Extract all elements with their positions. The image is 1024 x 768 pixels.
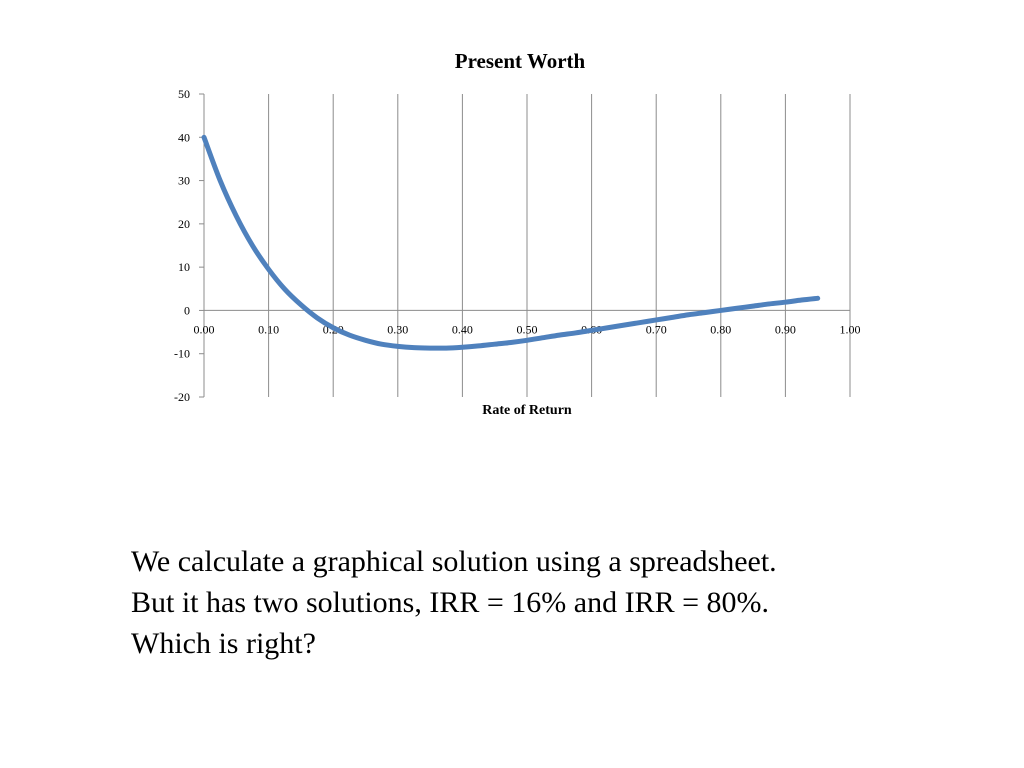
x-tick-label: 0.00 [194,322,215,336]
present-worth-series-line [201,134,821,351]
caption-line-3: Which is right? [131,627,316,660]
x-axis-title: Rate of Return [482,403,572,418]
x-tick-label: 0.70 [646,322,667,336]
caption-line-2: But it has two solutions, IRR = 16% and … [131,586,770,619]
y-tick-label: 0 [184,303,190,317]
y-tick-label: 40 [178,130,190,144]
axes [199,93,850,398]
x-tick-label: 0.90 [775,322,796,336]
y-tick-label: 10 [178,260,190,274]
x-tick-label: 0.50 [517,322,538,336]
x-tick-label: 0.30 [387,322,408,336]
caption-text: We calculate a graphical solution using … [131,541,1001,664]
x-tick-label: 0.80 [710,322,731,336]
tick-labels: 0.00 0.10 0.20 0.30 0.40 0.50 0.60 0.70 0.80 0.90… [174,87,861,404]
y-tick-label: 30 [178,174,190,188]
x-tick-label: 0.40 [452,322,473,336]
gridlines [268,94,851,397]
y-tick-label: -10 [174,347,190,361]
y-tick-label: 50 [178,87,190,101]
series-layer [201,134,821,351]
chart-title: Present Worth [455,49,586,73]
x-tick-label: 0.10 [258,322,279,336]
y-tick-label: 20 [178,217,190,231]
present-worth-chart: Present Worth 0.00 0.10 0.20 0.30 0.40 0.50 0.… [174,49,861,418]
x-tick-label: 1.00 [840,322,861,336]
caption-line-1: We calculate a graphical solution using … [131,545,777,578]
y-tick-label: -20 [174,390,190,404]
